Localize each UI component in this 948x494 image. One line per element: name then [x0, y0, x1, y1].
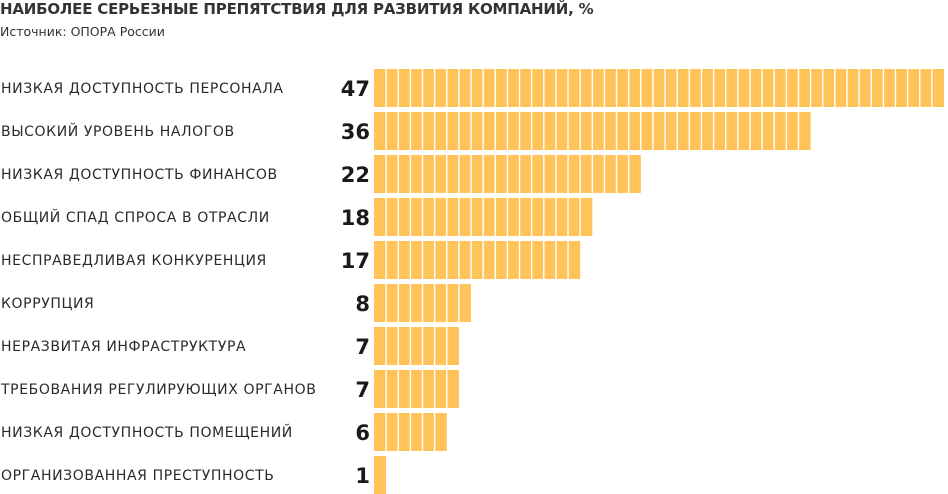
value-label: 8 — [355, 292, 370, 316]
value-label: 7 — [355, 378, 370, 402]
bar — [374, 112, 811, 150]
category-label: КОРРУПЦИЯ — [1, 296, 94, 312]
chart-title: НАИБОЛЕЕ СЕРЬЕЗНЫЕ ПРЕПЯТСТВИЯ ДЛЯ РАЗВИ… — [0, 0, 594, 18]
bar — [374, 241, 581, 279]
bar — [374, 456, 387, 494]
category-label: НИЗКАЯ ДОСТУПНОСТЬ ФИНАНСОВ — [1, 167, 278, 183]
category-label: ТРЕБОВАНИЯ РЕГУЛИРУЮЩИХ ОРГАНОВ — [0, 382, 316, 398]
category-label: НИЗКАЯ ДОСТУПНОСТЬ ПЕРСОНАЛА — [1, 81, 284, 97]
bar — [374, 69, 944, 107]
value-label: 17 — [341, 249, 370, 273]
value-label: 6 — [355, 421, 370, 445]
value-label: 1 — [355, 464, 370, 488]
value-label: 7 — [355, 335, 370, 359]
chart-source: Источник: ОПОРА России — [0, 24, 165, 39]
category-label: НЕСПРАВЕДЛИВАЯ КОНКУРЕНЦИЯ — [1, 253, 267, 269]
bar — [374, 413, 447, 451]
category-label: ОРГАНИЗОВАННАЯ ПРЕСТУПНОСТЬ — [1, 468, 274, 484]
bar — [374, 284, 472, 322]
category-label: НЕРАЗВИТАЯ ИНФРАСТРУКТУРА — [1, 339, 246, 355]
value-label: 47 — [341, 77, 370, 101]
bar — [374, 370, 459, 408]
category-label: ВЫСОКИЙ УРОВЕНЬ НАЛОГОВ — [1, 122, 235, 140]
category-label: ОБЩИЙ СПАД СПРОСА В ОТРАСЛИ — [1, 208, 270, 226]
value-label: 18 — [341, 206, 370, 230]
value-label: 36 — [341, 120, 370, 144]
bar — [374, 155, 641, 193]
category-label: НИЗКАЯ ДОСТУПНОСТЬ ПОМЕЩЕНИЙ — [1, 423, 293, 441]
bar — [374, 327, 459, 365]
bar — [374, 198, 593, 236]
value-label: 22 — [341, 163, 370, 187]
